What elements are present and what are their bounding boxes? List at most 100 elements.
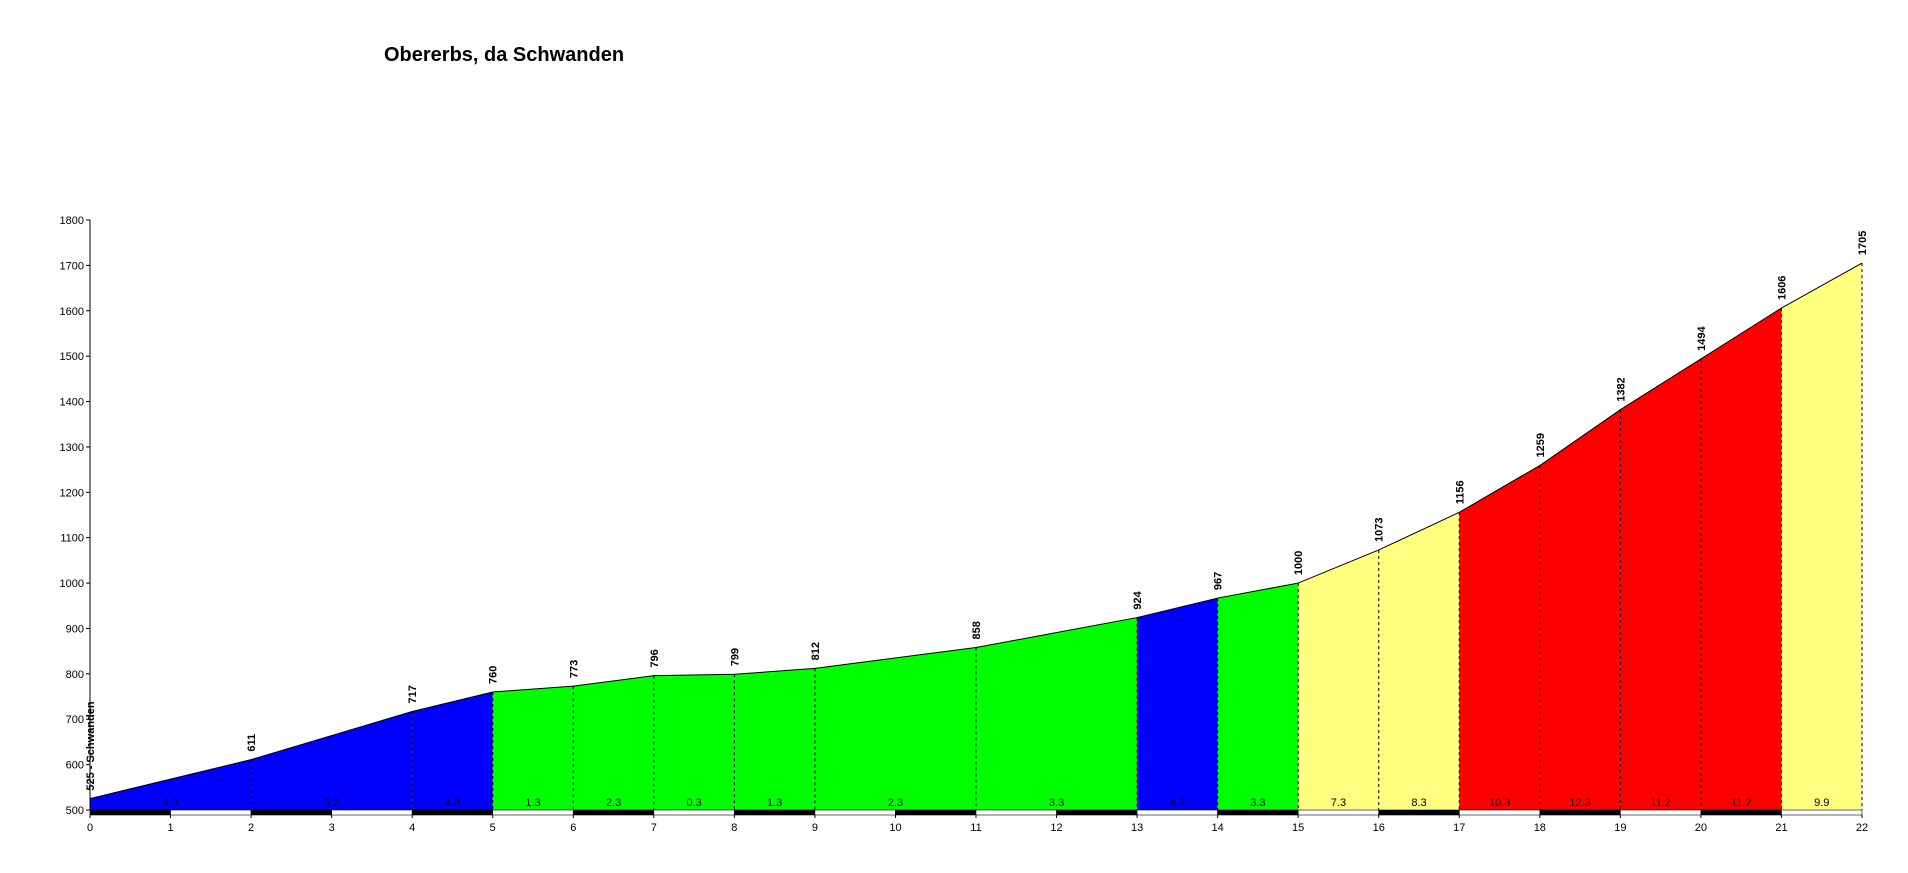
- y-tick-label: 600: [66, 760, 84, 772]
- distance-bar-block: [1217, 809, 1299, 816]
- x-tick-label: 9: [812, 822, 818, 834]
- distance-bar-block: [411, 809, 494, 816]
- gradient-label: 4.3: [445, 797, 460, 809]
- x-tick-label: 12: [1050, 822, 1062, 834]
- gradient-label: 3.3: [1049, 797, 1064, 809]
- elevation-label: 760: [488, 666, 500, 684]
- elevation-label: 1259: [1535, 433, 1547, 457]
- distance-bar-block: [1297, 809, 1380, 816]
- x-tick-label: 15: [1292, 822, 1304, 834]
- profile-segment: [573, 675, 654, 810]
- elevation-label: 812: [810, 642, 822, 660]
- x-tick-label: 13: [1131, 822, 1143, 834]
- elevation-label: 1073: [1374, 517, 1386, 541]
- distance-bar-block: [975, 809, 1057, 816]
- y-tick-label: 1500: [60, 351, 84, 363]
- distance-bar-block: [1539, 809, 1621, 816]
- elevation-label: 796: [649, 649, 661, 667]
- elevation-label: 611: [246, 734, 258, 752]
- elevation-label: 1494: [1696, 326, 1708, 351]
- x-tick-label: 8: [731, 822, 737, 834]
- profile-segment: [251, 711, 413, 810]
- profile-segment: [1378, 512, 1460, 810]
- distance-bar-block: [1458, 809, 1541, 816]
- profile-segment: [1539, 409, 1621, 810]
- profile-segment: [1217, 583, 1299, 810]
- elevation-label: 1000: [1293, 551, 1305, 575]
- profile-segment: [734, 668, 815, 810]
- gradient-label: 0.3: [686, 797, 701, 809]
- gradient-label: 8.3: [1411, 797, 1426, 809]
- x-tick-label: 1: [167, 822, 173, 834]
- gradient-label: 5.3: [324, 797, 339, 809]
- distance-bar-block: [895, 809, 977, 816]
- y-tick-label: 1800: [60, 215, 84, 227]
- distance-bar-block: [1056, 809, 1138, 816]
- profile-segment: [1620, 358, 1701, 810]
- elevation-label: 1606: [1776, 276, 1788, 300]
- y-tick-label: 800: [66, 669, 84, 681]
- y-tick-label: 900: [66, 623, 84, 635]
- elevation-label: 1382: [1615, 377, 1627, 401]
- profile-segment: [90, 759, 252, 810]
- profile-segment: [653, 674, 735, 810]
- distance-bar-block: [734, 809, 816, 816]
- x-tick-label: 18: [1534, 822, 1546, 834]
- distance-bar-block: [814, 809, 896, 816]
- gradient-label: 3.3: [1250, 797, 1265, 809]
- distance-bar-block: [1700, 809, 1782, 816]
- x-tick-label: 21: [1775, 822, 1787, 834]
- distance-bar-block: [572, 809, 655, 816]
- gradient-label: 1.3: [767, 797, 782, 809]
- elevation-label: 924: [1132, 590, 1144, 609]
- gradient-label: 4.3: [1170, 797, 1185, 809]
- elevation-label: 799: [729, 648, 741, 666]
- profile-segment: [1137, 598, 1218, 810]
- y-tick-label: 500: [66, 805, 84, 817]
- gradient-label: 2.3: [888, 797, 903, 809]
- distance-bar-block: [170, 809, 252, 816]
- distance-bar-block: [1136, 809, 1218, 816]
- y-tick-label: 1000: [60, 578, 84, 590]
- x-tick-label: 10: [889, 822, 901, 834]
- x-tick-label: 4: [409, 822, 415, 834]
- distance-bar-block: [331, 809, 413, 816]
- elevation-label: 717: [407, 685, 419, 703]
- distance-bar-block: [1378, 809, 1460, 816]
- chart-title: Obererbs, da Schwanden: [384, 44, 625, 66]
- x-tick-label: 19: [1614, 822, 1626, 834]
- gradient-label: 12.3: [1569, 797, 1590, 809]
- start-point-label: 525 - Schwanden: [85, 701, 97, 791]
- elevation-label: 773: [568, 660, 580, 678]
- distance-bar-block: [653, 809, 735, 816]
- distance-bar-block: [250, 809, 332, 816]
- gradient-label: 1.3: [525, 797, 540, 809]
- profile-segment: [492, 686, 574, 810]
- y-tick-label: 1700: [60, 260, 84, 272]
- x-tick-label: 22: [1856, 822, 1868, 834]
- profile-segment: [1459, 465, 1540, 810]
- x-tick-label: 16: [1373, 822, 1385, 834]
- x-tick-label: 5: [490, 822, 496, 834]
- profile-segment: [814, 647, 976, 810]
- x-tick-label: 0: [87, 822, 93, 834]
- elevation-label: 858: [971, 621, 983, 639]
- x-tick-label: 3: [329, 822, 335, 834]
- x-tick-label: 11: [970, 822, 981, 834]
- y-tick-label: 700: [66, 714, 84, 726]
- elevation-label: 967: [1213, 572, 1225, 590]
- gradient-label: 4.3: [163, 797, 178, 809]
- profile-segment: [412, 692, 493, 810]
- distance-bar-block: [89, 809, 171, 816]
- distance-bar-block: [1781, 809, 1863, 816]
- elevation-label: 1705: [1857, 231, 1869, 255]
- y-tick-label: 1400: [60, 397, 84, 409]
- distance-bar-block: [492, 809, 574, 816]
- profile-segment: [1298, 549, 1379, 810]
- x-tick-label: 7: [651, 822, 657, 834]
- x-tick-label: 2: [248, 822, 254, 834]
- y-tick-label: 1600: [60, 306, 84, 318]
- gradient-label: 11.2: [1650, 797, 1671, 809]
- x-tick-label: 6: [570, 822, 576, 834]
